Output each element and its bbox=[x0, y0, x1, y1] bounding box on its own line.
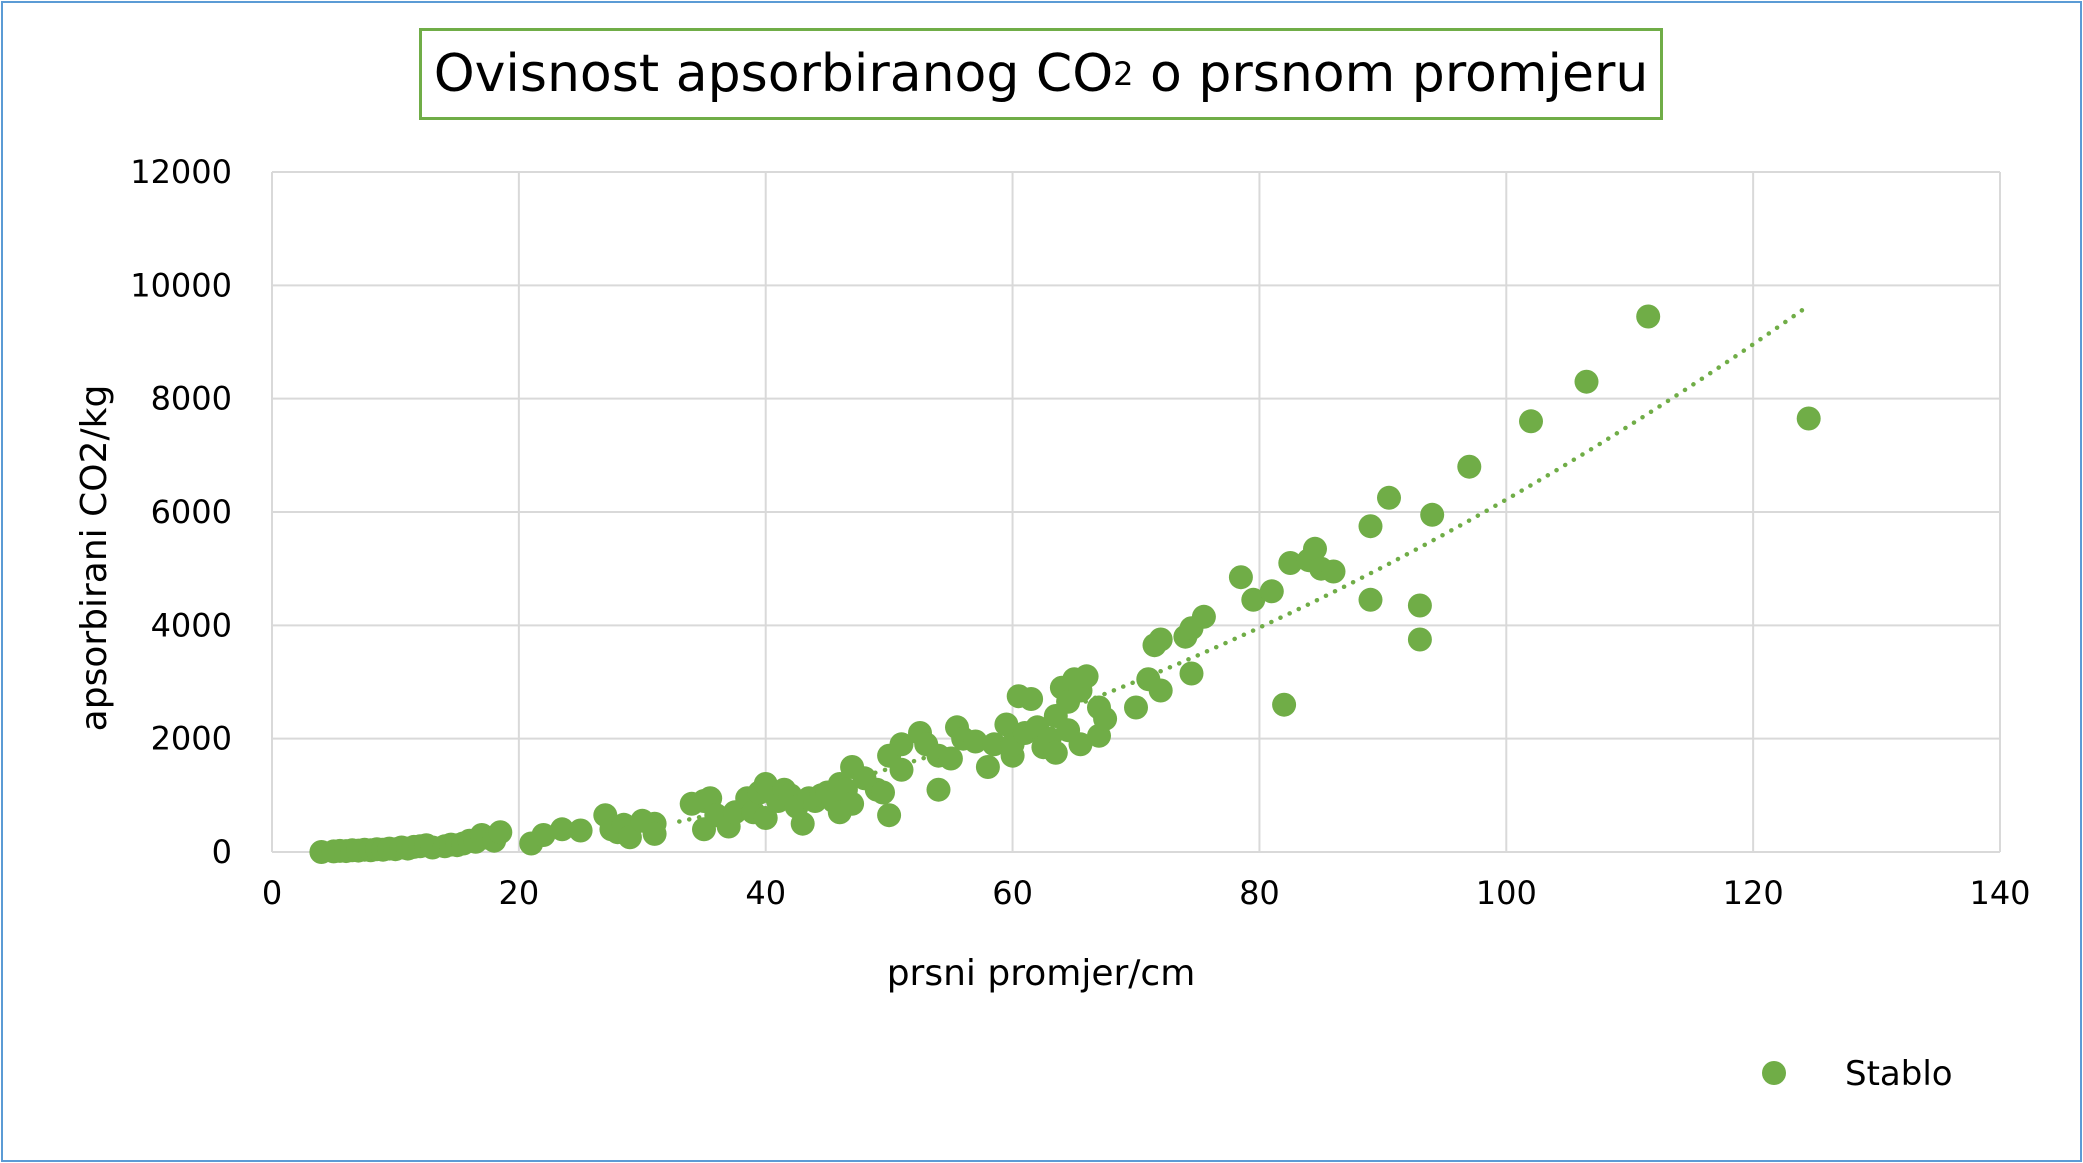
data-point bbox=[877, 803, 902, 828]
data-point bbox=[1519, 409, 1543, 434]
legend: Stablo bbox=[1762, 1054, 1953, 1094]
data-point bbox=[840, 791, 865, 816]
data-point bbox=[1636, 304, 1661, 329]
y-tick-label: 10000 bbox=[130, 266, 232, 304]
chart-title-rest: o prsnom promjeru bbox=[1133, 44, 1649, 104]
data-point bbox=[1019, 687, 1044, 711]
data-point bbox=[1179, 661, 1204, 686]
data-point bbox=[1148, 678, 1173, 703]
x-tick-label: 100 bbox=[1476, 874, 1537, 912]
tick-labels: 0 20 40 60 80 100 120 140 0 2000 4000 6000 8000 10000… bbox=[130, 153, 2030, 912]
x-tick-label: 140 bbox=[1969, 874, 2030, 912]
data-point bbox=[1303, 536, 1327, 561]
data-point bbox=[1358, 514, 1383, 539]
data-point bbox=[753, 772, 778, 796]
x-tick-label: 120 bbox=[1723, 874, 1784, 912]
x-tick-label: 40 bbox=[745, 874, 786, 912]
data-point bbox=[963, 729, 988, 754]
data-point bbox=[531, 823, 556, 847]
y-tick-label: 8000 bbox=[151, 380, 232, 418]
data-point bbox=[1124, 695, 1148, 720]
data-point bbox=[1358, 587, 1383, 612]
data-point bbox=[1407, 593, 1432, 618]
data-point bbox=[1272, 692, 1297, 717]
data-point bbox=[753, 806, 778, 830]
data-point bbox=[1796, 406, 1821, 431]
data-point bbox=[871, 780, 895, 805]
data-point bbox=[982, 732, 1007, 757]
y-tick-label: 2000 bbox=[151, 720, 232, 758]
y-tick-label: 4000 bbox=[151, 606, 232, 644]
data-point bbox=[1278, 551, 1303, 575]
data-point bbox=[1043, 740, 1068, 765]
y-axis-label: apsorbirani CO2/kg bbox=[74, 385, 115, 732]
data-point bbox=[1259, 579, 1284, 604]
data-points bbox=[309, 304, 1821, 864]
data-point bbox=[1148, 627, 1173, 652]
data-point bbox=[1457, 454, 1482, 479]
data-point bbox=[1420, 502, 1445, 527]
data-point bbox=[1093, 706, 1118, 731]
data-point bbox=[1574, 369, 1599, 394]
data-point bbox=[1068, 732, 1093, 757]
data-point bbox=[550, 817, 575, 842]
data-point bbox=[1191, 604, 1216, 629]
y-tick-label: 12000 bbox=[130, 153, 232, 191]
data-point bbox=[488, 820, 513, 845]
legend-label: Stablo bbox=[1845, 1054, 1953, 1094]
y-tick-label: 0 bbox=[212, 833, 232, 871]
chart-title: Ovisnost apsorbiranog CO 2 o prsnom promj… bbox=[419, 28, 1663, 120]
data-point bbox=[1407, 627, 1432, 652]
data-point bbox=[1074, 664, 1099, 689]
legend-marker bbox=[1762, 1061, 1786, 1085]
data-point bbox=[617, 825, 642, 850]
data-point bbox=[889, 732, 914, 757]
x-tick-label: 0 bbox=[262, 874, 282, 912]
x-tick-label: 20 bbox=[498, 874, 539, 912]
grid-lines bbox=[271, 171, 2001, 853]
data-point bbox=[975, 755, 1000, 779]
y-tick-label: 6000 bbox=[151, 493, 232, 531]
x-tick-label: 80 bbox=[1239, 874, 1280, 912]
x-axis-label: prsni promjer/cm bbox=[887, 953, 1196, 994]
data-point bbox=[926, 777, 951, 802]
data-point bbox=[938, 746, 963, 771]
chart-title-subscript: 2 bbox=[1113, 55, 1134, 93]
data-point bbox=[1241, 587, 1266, 612]
data-point bbox=[1321, 559, 1346, 584]
data-point bbox=[1377, 485, 1401, 510]
data-point bbox=[790, 811, 815, 836]
data-point bbox=[1228, 565, 1253, 590]
data-point bbox=[994, 712, 1019, 737]
chart-title-main: Ovisnost apsorbiranog CO bbox=[433, 44, 1114, 104]
data-point bbox=[568, 818, 593, 843]
x-tick-label: 60 bbox=[992, 874, 1033, 912]
data-point bbox=[889, 757, 914, 782]
data-point bbox=[642, 821, 667, 846]
